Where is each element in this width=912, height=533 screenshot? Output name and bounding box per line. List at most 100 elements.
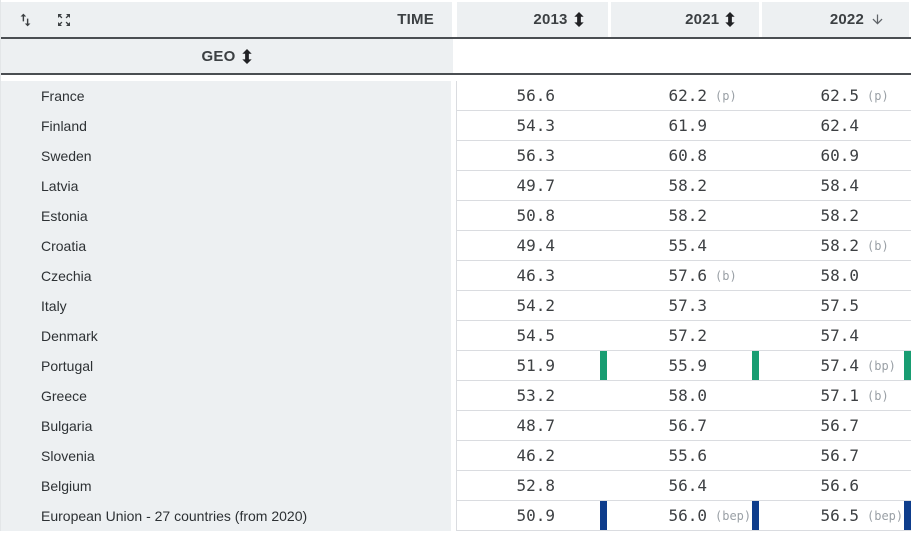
data-cell[interactable]: 57.3 (607, 291, 759, 320)
data-cell[interactable]: 56.6 (759, 471, 911, 500)
geo-row-header[interactable]: Greece (1, 381, 451, 411)
geo-row-header[interactable]: Slovenia (1, 441, 451, 471)
table-row: France 56.6 62.2 (p) 62.5 (p) (1, 81, 911, 111)
geo-row-header[interactable]: Finland (1, 111, 451, 141)
geo-dimension-header[interactable]: GEO (1, 39, 453, 73)
data-cell[interactable]: 58.2 (b) (759, 231, 911, 260)
data-cell[interactable]: 58.0 (759, 261, 911, 290)
data-cell[interactable]: 57.2 (607, 321, 759, 350)
table-row: Croatia 49.4 55.4 58.2 (b) (1, 231, 911, 261)
data-cell[interactable]: 48.7 (457, 411, 607, 440)
data-cell[interactable]: 60.8 (607, 141, 759, 170)
time-header-row: TIME 2013 2021 2022 (1, 2, 911, 37)
data-cell[interactable]: 60.9 (759, 141, 911, 170)
data-cell[interactable]: 57.1 (b) (759, 381, 911, 410)
data-cell[interactable]: 53.2 (457, 381, 607, 410)
table-row: Estonia 50.8 58.2 58.2 (1, 201, 911, 231)
data-cell[interactable]: 57.4 (759, 321, 911, 350)
geo-row-header[interactable]: Estonia (1, 201, 451, 231)
cell-value: 56.5 (820, 506, 859, 525)
data-cell[interactable]: 61.9 (607, 111, 759, 140)
cell-value: 58.0 (820, 266, 859, 285)
cell-value: 62.4 (820, 116, 859, 135)
year-label: 2021 (685, 11, 720, 28)
data-cell[interactable]: 56.6 (457, 81, 607, 110)
year-label: 2013 (533, 11, 568, 28)
data-cell[interactable]: 52.8 (457, 471, 607, 500)
data-cell[interactable]: 54.2 (457, 291, 607, 320)
table-row: Czechia 46.3 57.6 (b) 58.0 (1, 261, 911, 291)
data-cell[interactable]: 57.5 (759, 291, 911, 320)
data-cell[interactable]: 62.5 (p) (759, 81, 911, 110)
cell-value: 57.1 (820, 386, 859, 405)
data-cell[interactable]: 55.4 (607, 231, 759, 260)
data-cell[interactable]: 50.8 (457, 201, 607, 230)
data-cell[interactable]: 58.0 (607, 381, 759, 410)
data-cell[interactable]: 55.6 (607, 441, 759, 470)
data-cell[interactable]: 58.2 (607, 171, 759, 200)
cell-flag: (p) (867, 88, 889, 103)
data-cell[interactable]: 56.7 (759, 441, 911, 470)
data-cell[interactable]: 56.4 (607, 471, 759, 500)
data-cell[interactable]: 56.0 (bep) (607, 501, 759, 530)
cell-value: 48.7 (516, 416, 555, 435)
data-cell[interactable]: 57.4 (bp) (759, 351, 911, 380)
geo-row-header[interactable]: European Union - 27 countries (from 2020… (1, 501, 451, 531)
cell-value: 56.7 (820, 416, 859, 435)
data-cell[interactable]: 56.5 (bep) (759, 501, 911, 530)
cell-value: 50.9 (516, 506, 555, 525)
data-cell[interactable]: 54.5 (457, 321, 607, 350)
geo-row-header[interactable]: Bulgaria (1, 411, 451, 441)
data-cell[interactable]: 58.4 (759, 171, 911, 200)
table-row-highlighted: Portugal 51.9 55.9 57.4 (bp) (1, 351, 911, 381)
cell-value: 58.2 (820, 206, 859, 225)
sort-updown-icon[interactable] (725, 12, 735, 27)
column-header-2013[interactable]: 2013 (456, 2, 608, 37)
data-cell[interactable]: 49.7 (457, 171, 607, 200)
data-cell[interactable]: 56.3 (457, 141, 607, 170)
column-header-2022[interactable]: 2022 (759, 2, 911, 37)
data-cell[interactable]: 56.7 (607, 411, 759, 440)
data-cell[interactable]: 57.6 (b) (607, 261, 759, 290)
time-header-cell: TIME (1, 2, 452, 37)
geo-row-header[interactable]: Belgium (1, 471, 451, 501)
geo-row-header[interactable]: Italy (1, 291, 451, 321)
cell-value: 56.7 (820, 446, 859, 465)
data-cell[interactable]: 49.4 (457, 231, 607, 260)
data-cell[interactable]: 50.9 (457, 501, 607, 530)
swap-vert-icon[interactable] (17, 11, 34, 29)
cell-value: 60.9 (820, 146, 859, 165)
arrow-down-icon[interactable] (870, 12, 885, 27)
data-cell[interactable]: 54.3 (457, 111, 607, 140)
data-cell[interactable]: 46.3 (457, 261, 607, 290)
cell-value: 49.4 (516, 236, 555, 255)
sort-updown-icon[interactable] (242, 48, 253, 64)
data-cell[interactable]: 58.2 (607, 201, 759, 230)
cell-value: 57.3 (668, 296, 707, 315)
cell-value: 57.2 (668, 326, 707, 345)
sort-updown-icon[interactable] (573, 12, 584, 27)
cell-flag: (bep) (715, 508, 752, 523)
data-cell[interactable]: 56.7 (759, 411, 911, 440)
geo-row-header[interactable]: France (1, 81, 451, 111)
column-header-2021[interactable]: 2021 (607, 2, 760, 37)
geo-row-header[interactable]: Czechia (1, 261, 451, 291)
cell-flag: (b) (867, 238, 889, 253)
data-cell[interactable]: 58.2 (759, 201, 911, 230)
data-cell[interactable]: 51.9 (457, 351, 607, 380)
geo-row-header[interactable]: Sweden (1, 141, 451, 171)
geo-row-header[interactable]: Denmark (1, 321, 451, 351)
cell-value: 50.8 (516, 206, 555, 225)
cell-value: 60.8 (668, 146, 707, 165)
zoom-out-map-icon[interactable] (56, 12, 72, 28)
data-cell[interactable]: 62.4 (759, 111, 911, 140)
data-cell[interactable]: 46.2 (457, 441, 607, 470)
geo-row-header[interactable]: Croatia (1, 231, 451, 261)
geo-row-header[interactable]: Latvia (1, 171, 451, 201)
data-cell[interactable]: 55.9 (607, 351, 759, 380)
cell-value: 62.5 (820, 86, 859, 105)
cell-value: 54.5 (516, 326, 555, 345)
geo-row-header[interactable]: Portugal (1, 351, 451, 381)
cell-flag: (bep) (867, 508, 904, 523)
data-cell[interactable]: 62.2 (p) (607, 81, 759, 110)
